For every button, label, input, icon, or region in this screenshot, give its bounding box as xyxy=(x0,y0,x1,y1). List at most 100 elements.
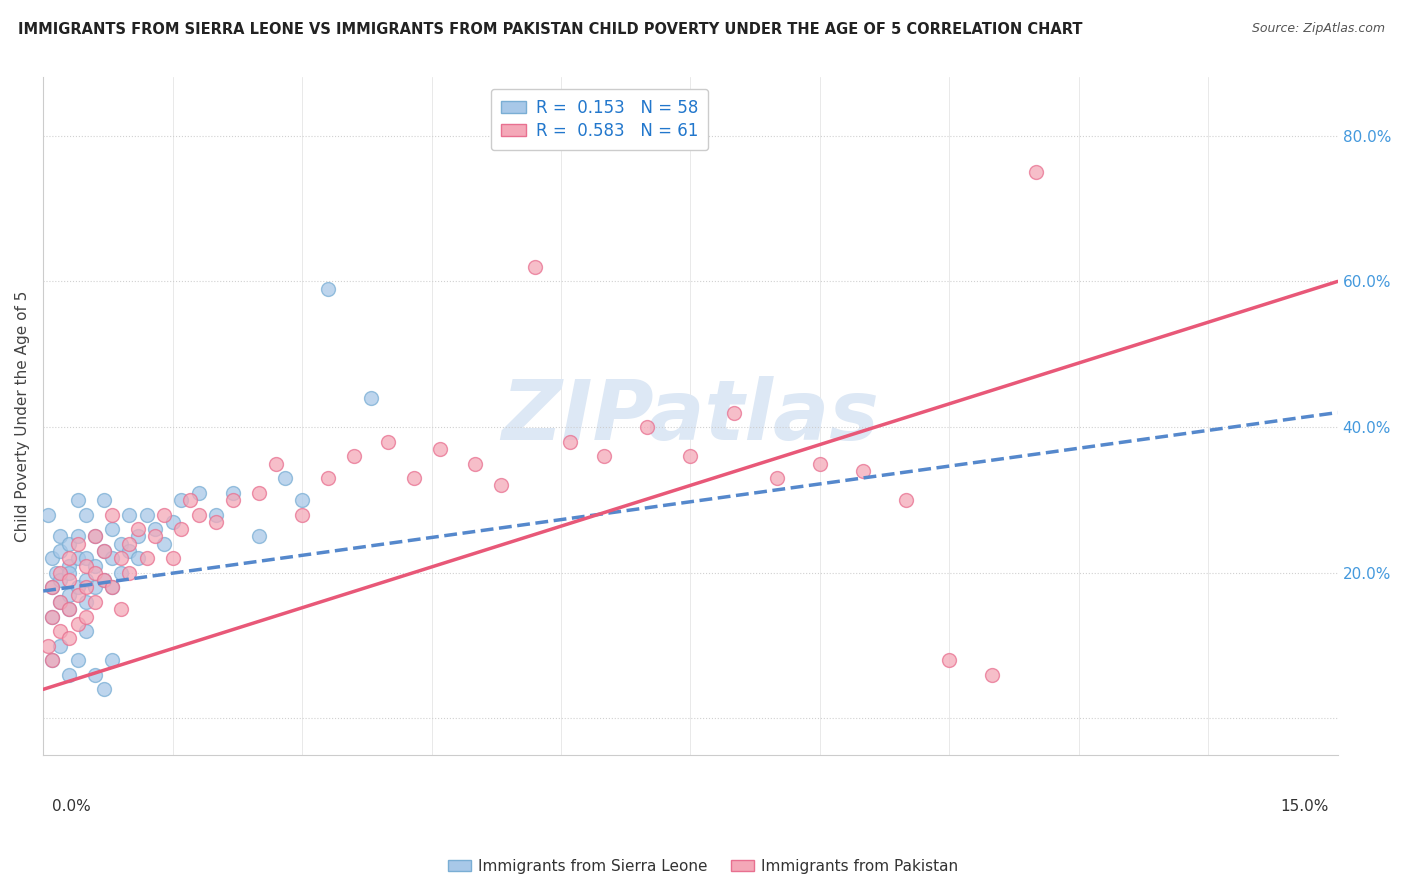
Point xyxy=(118,544,141,558)
Point xyxy=(118,508,141,522)
Point xyxy=(58,551,80,566)
Point xyxy=(75,573,97,587)
Point xyxy=(274,471,297,485)
Point xyxy=(938,653,960,667)
Point xyxy=(75,609,97,624)
Point xyxy=(153,508,176,522)
Point xyxy=(66,536,89,550)
Point xyxy=(343,449,366,463)
Point xyxy=(58,588,80,602)
Point xyxy=(679,449,702,463)
Point xyxy=(58,632,80,646)
Point xyxy=(66,616,89,631)
Point xyxy=(204,508,226,522)
Point xyxy=(187,485,209,500)
Point xyxy=(49,639,72,653)
Point xyxy=(852,464,875,478)
Point xyxy=(49,573,72,587)
Point xyxy=(66,529,89,543)
Point xyxy=(118,536,141,550)
Point xyxy=(101,551,124,566)
Legend: Immigrants from Sierra Leone, Immigrants from Pakistan: Immigrants from Sierra Leone, Immigrants… xyxy=(441,853,965,880)
Text: 0.0%: 0.0% xyxy=(52,799,90,814)
Point xyxy=(153,536,176,550)
Point xyxy=(93,573,115,587)
Point xyxy=(66,492,89,507)
Point xyxy=(49,624,72,638)
Point xyxy=(247,529,270,543)
Point xyxy=(41,580,63,594)
Point xyxy=(41,580,63,594)
Point xyxy=(101,580,124,594)
Point xyxy=(84,566,107,580)
Point xyxy=(58,602,80,616)
Point xyxy=(464,457,486,471)
Point xyxy=(66,653,89,667)
Point xyxy=(58,566,80,580)
Point xyxy=(84,595,107,609)
Point xyxy=(84,667,107,681)
Point xyxy=(58,573,80,587)
Point xyxy=(93,544,115,558)
Point xyxy=(41,609,63,624)
Point xyxy=(291,492,314,507)
Point xyxy=(66,551,89,566)
Point xyxy=(84,558,107,573)
Point xyxy=(127,529,149,543)
Point xyxy=(75,551,97,566)
Point xyxy=(1025,165,1047,179)
Point xyxy=(41,653,63,667)
Point xyxy=(49,529,72,543)
Point xyxy=(37,508,59,522)
Point xyxy=(75,624,97,638)
Text: IMMIGRANTS FROM SIERRA LEONE VS IMMIGRANTS FROM PAKISTAN CHILD POVERTY UNDER THE: IMMIGRANTS FROM SIERRA LEONE VS IMMIGRAN… xyxy=(18,22,1083,37)
Point xyxy=(93,682,115,697)
Point xyxy=(204,515,226,529)
Point xyxy=(84,529,107,543)
Point xyxy=(58,558,80,573)
Point xyxy=(41,609,63,624)
Point xyxy=(101,522,124,536)
Point xyxy=(58,536,80,550)
Point xyxy=(75,558,97,573)
Point xyxy=(66,588,89,602)
Point xyxy=(187,508,209,522)
Point xyxy=(524,260,547,274)
Legend: R =  0.153   N = 58, R =  0.583   N = 61: R = 0.153 N = 58, R = 0.583 N = 61 xyxy=(491,89,709,150)
Point xyxy=(101,580,124,594)
Point xyxy=(41,551,63,566)
Text: 15.0%: 15.0% xyxy=(1281,799,1329,814)
Point xyxy=(93,492,115,507)
Point xyxy=(316,282,339,296)
Point xyxy=(145,522,167,536)
Point xyxy=(636,420,658,434)
Point xyxy=(110,536,132,550)
Point xyxy=(58,602,80,616)
Point xyxy=(118,566,141,580)
Text: ZIPatlas: ZIPatlas xyxy=(502,376,879,457)
Point xyxy=(110,551,132,566)
Point xyxy=(316,471,339,485)
Point xyxy=(247,485,270,500)
Point xyxy=(170,492,193,507)
Point xyxy=(264,457,287,471)
Point xyxy=(49,544,72,558)
Y-axis label: Child Poverty Under the Age of 5: Child Poverty Under the Age of 5 xyxy=(15,291,30,541)
Point xyxy=(110,602,132,616)
Point xyxy=(66,580,89,594)
Point xyxy=(145,529,167,543)
Point xyxy=(377,434,399,449)
Point xyxy=(135,551,157,566)
Point xyxy=(765,471,787,485)
Point xyxy=(404,471,426,485)
Point xyxy=(101,508,124,522)
Point xyxy=(41,653,63,667)
Point xyxy=(75,508,97,522)
Point xyxy=(981,667,1004,681)
Point xyxy=(101,653,124,667)
Point xyxy=(170,522,193,536)
Point xyxy=(110,566,132,580)
Point xyxy=(360,391,382,405)
Point xyxy=(558,434,581,449)
Point xyxy=(127,551,149,566)
